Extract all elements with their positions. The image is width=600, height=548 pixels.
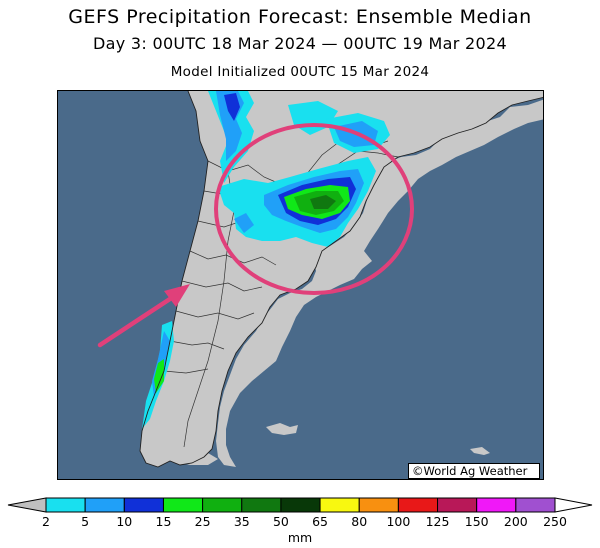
colorbar-over-triangle — [554, 497, 593, 513]
colorbar-tick-label: 100 — [386, 514, 411, 529]
colorbar-swatch — [358, 497, 399, 513]
colorbar-swatch — [437, 497, 478, 513]
colorbar-tick-label: 25 — [194, 514, 211, 529]
map-title: GEFS Precipitation Forecast: Ensemble Me… — [68, 6, 532, 28]
colorbar-swatch — [515, 497, 556, 513]
colorbar-swatch — [202, 497, 243, 513]
valid-period: Day 3: 00UTC 18 Mar 2024 — 00UTC 19 Mar … — [93, 34, 507, 53]
colorbar-swatch — [45, 497, 86, 513]
colorbar-swatch — [84, 497, 125, 513]
colorbar-under-triangle — [7, 497, 47, 513]
colorbar-units: mm — [287, 530, 313, 545]
model-init-time: Model Initialized 00UTC 15 Mar 2024 — [170, 64, 430, 80]
colorbar-tick-label: 125 — [425, 514, 450, 529]
colorbar-swatch — [319, 497, 360, 513]
colorbar-swatch — [241, 497, 282, 513]
colorbar-tick-label: 10 — [116, 514, 133, 529]
coastline — [139, 91, 543, 468]
south-america-land — [188, 91, 543, 467]
falkland-islands — [266, 423, 298, 435]
colorbar-swatch — [476, 497, 517, 513]
tierra-del-fuego — [170, 449, 218, 465]
colorbar-tick-label: 200 — [503, 514, 528, 529]
south-georgia — [470, 447, 490, 455]
colorbar-tick-label: 250 — [543, 514, 567, 529]
precip-35-50mm — [310, 195, 336, 209]
colorbar-tick-label: 65 — [312, 514, 329, 529]
colorbar-swatch — [280, 497, 321, 513]
precip-map — [97, 91, 543, 468]
highlight-ellipse-annotation — [214, 123, 414, 295]
colorbar-tick-label: 50 — [272, 514, 289, 529]
colorbar-tick-label: 35 — [233, 514, 250, 529]
credit-label: ©World Ag Weather — [408, 463, 540, 479]
colorbar-swatch — [397, 497, 439, 513]
colorbar-tick-label: 15 — [155, 514, 172, 529]
colorbar-tick-label: 2 — [42, 514, 50, 529]
colorbar-tick-label: 5 — [81, 514, 90, 529]
colorbar-swatch — [123, 497, 164, 513]
map-panel — [57, 90, 544, 480]
colorbar-tick-label: 80 — [351, 514, 368, 529]
pointer-arrow-annotation — [97, 284, 190, 348]
colorbar-tick-label: 150 — [464, 514, 489, 529]
colorbar — [7, 497, 593, 513]
colorbar-swatch — [162, 497, 204, 513]
